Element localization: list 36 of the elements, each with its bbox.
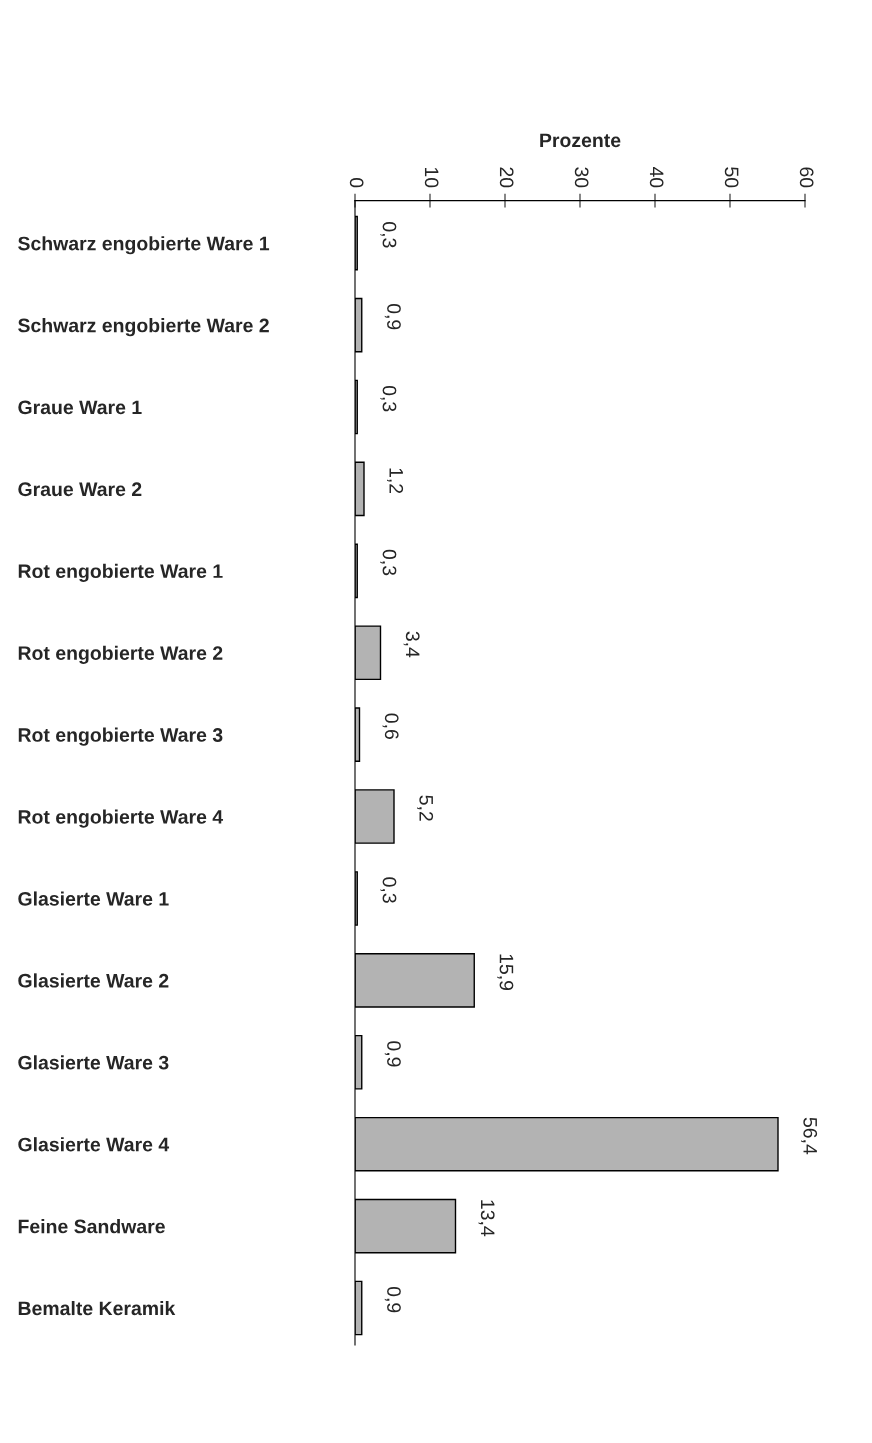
y-tick-label: Graue Ware 2 xyxy=(18,482,142,497)
x-tick-label: 0 xyxy=(349,178,364,188)
x-tick-label: 30 xyxy=(574,167,589,188)
data-label: 1,2 xyxy=(387,468,404,494)
x-tick-label: 10 xyxy=(424,167,439,188)
x-tick-label: 60 xyxy=(799,167,814,188)
data-label: 0,3 xyxy=(380,877,397,903)
y-tick-label: Rot engobierte Ware 1 xyxy=(18,563,223,582)
y-tick-label: Rot engobierte Ware 4 xyxy=(18,809,224,828)
y-tick-label: Schwarz engobierte Ware 2 xyxy=(18,318,269,337)
data-label: 56,4 xyxy=(801,1117,818,1155)
data-label: 0,9 xyxy=(384,1286,401,1313)
y-tick-label: Glasierte Ware 1 xyxy=(18,891,169,906)
data-label: 5,2 xyxy=(417,795,434,821)
data-label: 3,4 xyxy=(403,631,420,658)
data-label: 0,9 xyxy=(384,1041,401,1067)
x-tick-label: 20 xyxy=(499,167,514,188)
y-tick-label: Schwarz engobierte Ware 1 xyxy=(18,236,270,255)
data-label: 0,3 xyxy=(380,549,397,576)
data-label: 15,9 xyxy=(497,954,514,991)
x-axis-title: Prozente xyxy=(540,133,621,148)
y-tick-label: Glasierte Ware 4 xyxy=(18,1137,170,1152)
x-tick-label: 40 xyxy=(649,166,664,188)
y-tick-label: Rot engobierte Ware 2 xyxy=(18,645,223,664)
data-label: 0,3 xyxy=(380,222,397,248)
y-tick-label: Bemalte Keramik xyxy=(18,1300,176,1316)
data-label: 0,6 xyxy=(382,713,399,739)
data-label: 0,9 xyxy=(384,303,401,330)
y-tick-label: Glasierte Ware 2 xyxy=(18,973,169,988)
x-tick-label: 50 xyxy=(724,167,739,188)
data-label: 0,3 xyxy=(380,385,397,412)
y-tick-label: Feine Sandware xyxy=(18,1219,165,1234)
y-tick-label: Glasierte Ware 3 xyxy=(18,1055,169,1070)
y-tick-label: Rot engobierte Ware 3 xyxy=(18,727,223,746)
y-tick-label: Graue Ware 1 xyxy=(18,400,142,415)
data-label: 13,4 xyxy=(478,1200,495,1237)
